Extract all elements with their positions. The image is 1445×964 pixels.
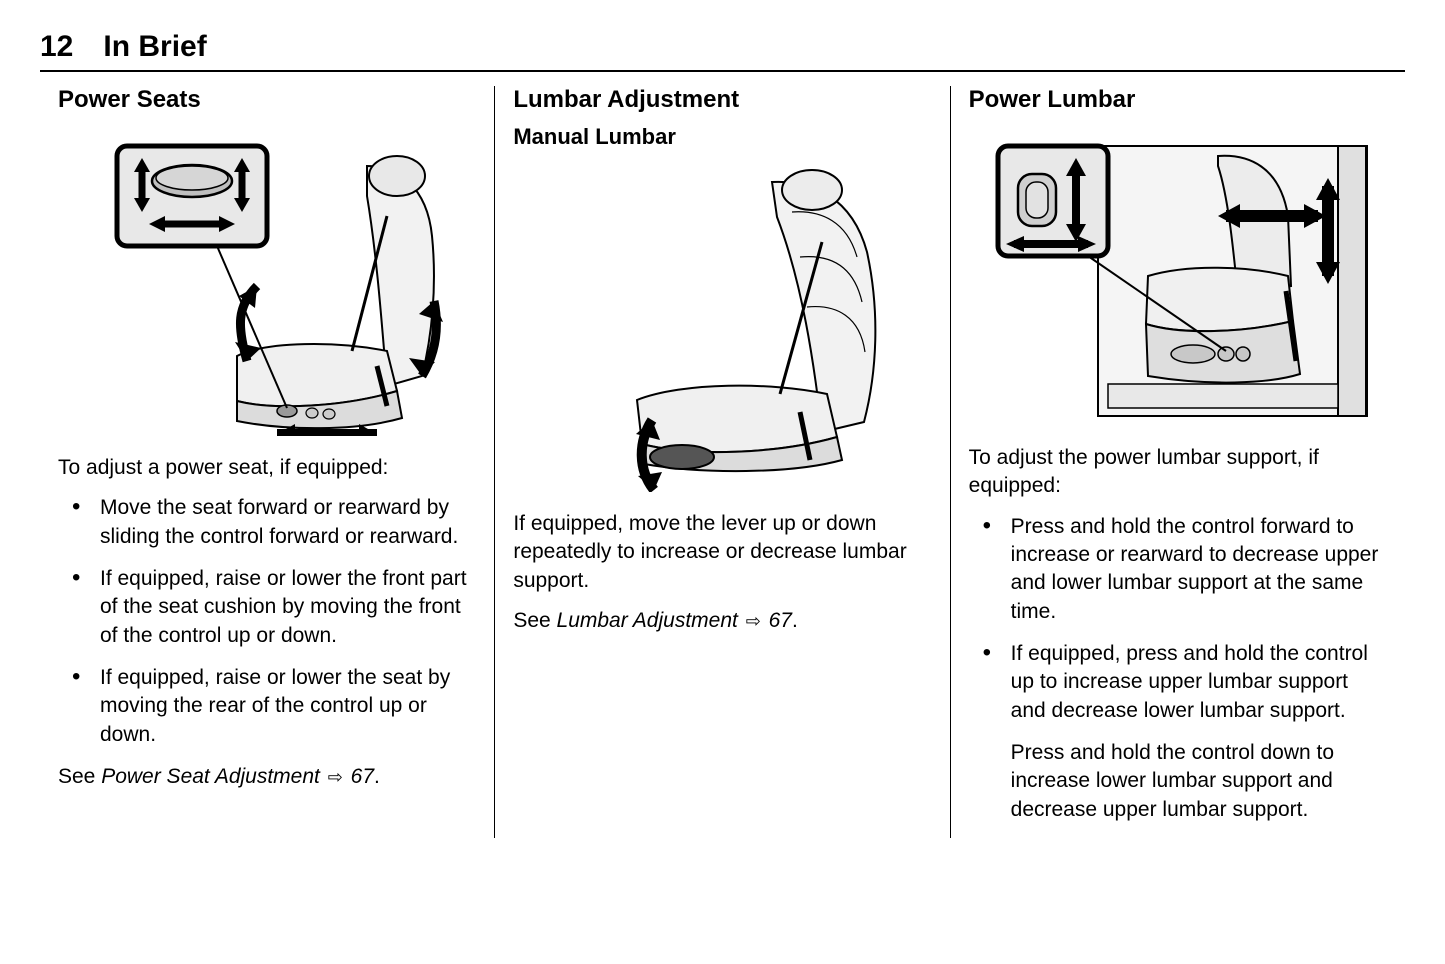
illustration-power-seat	[58, 126, 476, 436]
bullet-item: If equipped, press and hold the control …	[969, 640, 1387, 824]
bullet-item: Move the seat forward or rearward by sli…	[58, 494, 476, 551]
see-suffix: .	[792, 609, 798, 632]
heading-lumbar-adjustment: Lumbar Adjustment	[513, 86, 931, 114]
illustration-power-lumbar	[969, 126, 1387, 426]
power-seat-bullets: Move the seat forward or rearward by sli…	[58, 494, 476, 749]
page-number: 12	[40, 30, 73, 64]
page-header: 12 In Brief	[40, 30, 1405, 72]
see-page[interactable]: 67	[351, 765, 374, 788]
power-lumbar-intro: To adjust the power lumbar support, if e…	[969, 444, 1387, 501]
see-link-text[interactable]: Power Seat Adjustment	[101, 765, 320, 788]
see-link-text[interactable]: Lumbar Adjustment	[557, 609, 738, 632]
manual-lumbar-body: If equipped, move the lever up or down r…	[513, 510, 931, 595]
bullet-follow-text: Press and hold the control down to incre…	[1011, 739, 1387, 824]
bullet-item: If equipped, raise or lower the seat by …	[58, 664, 476, 749]
subheading-manual-lumbar: Manual Lumbar	[513, 124, 931, 150]
bullet-item: If equipped, raise or lower the front pa…	[58, 565, 476, 650]
column-power-seats: Power Seats	[40, 86, 494, 838]
power-seat-intro: To adjust a power seat, if equipped:	[58, 454, 476, 482]
see-page[interactable]: 67	[769, 609, 792, 632]
see-prefix: See	[58, 765, 101, 788]
bullet-text: If equipped, press and hold the control …	[1011, 642, 1368, 722]
power-lumbar-bullets: Press and hold the control forward to in…	[969, 513, 1387, 824]
column-lumbar-adjustment: Lumbar Adjustment Manual Lumbar	[494, 86, 949, 838]
see-suffix: .	[374, 765, 380, 788]
link-arrow-icon: ⇨	[746, 609, 761, 633]
link-arrow-icon: ⇨	[328, 765, 343, 789]
content-columns: Power Seats	[40, 86, 1405, 838]
illustration-manual-lumbar	[513, 162, 931, 492]
column-power-lumbar: Power Lumbar	[950, 86, 1405, 838]
chapter-title: In Brief	[103, 30, 206, 64]
bullet-item: Press and hold the control forward to in…	[969, 513, 1387, 626]
heading-power-seats: Power Seats	[58, 86, 476, 114]
see-prefix: See	[513, 609, 556, 632]
see-reference-power-seat: See Power Seat Adjustment ⇨ 67.	[58, 763, 476, 791]
see-reference-lumbar: See Lumbar Adjustment ⇨ 67.	[513, 607, 931, 635]
heading-power-lumbar: Power Lumbar	[969, 86, 1387, 114]
